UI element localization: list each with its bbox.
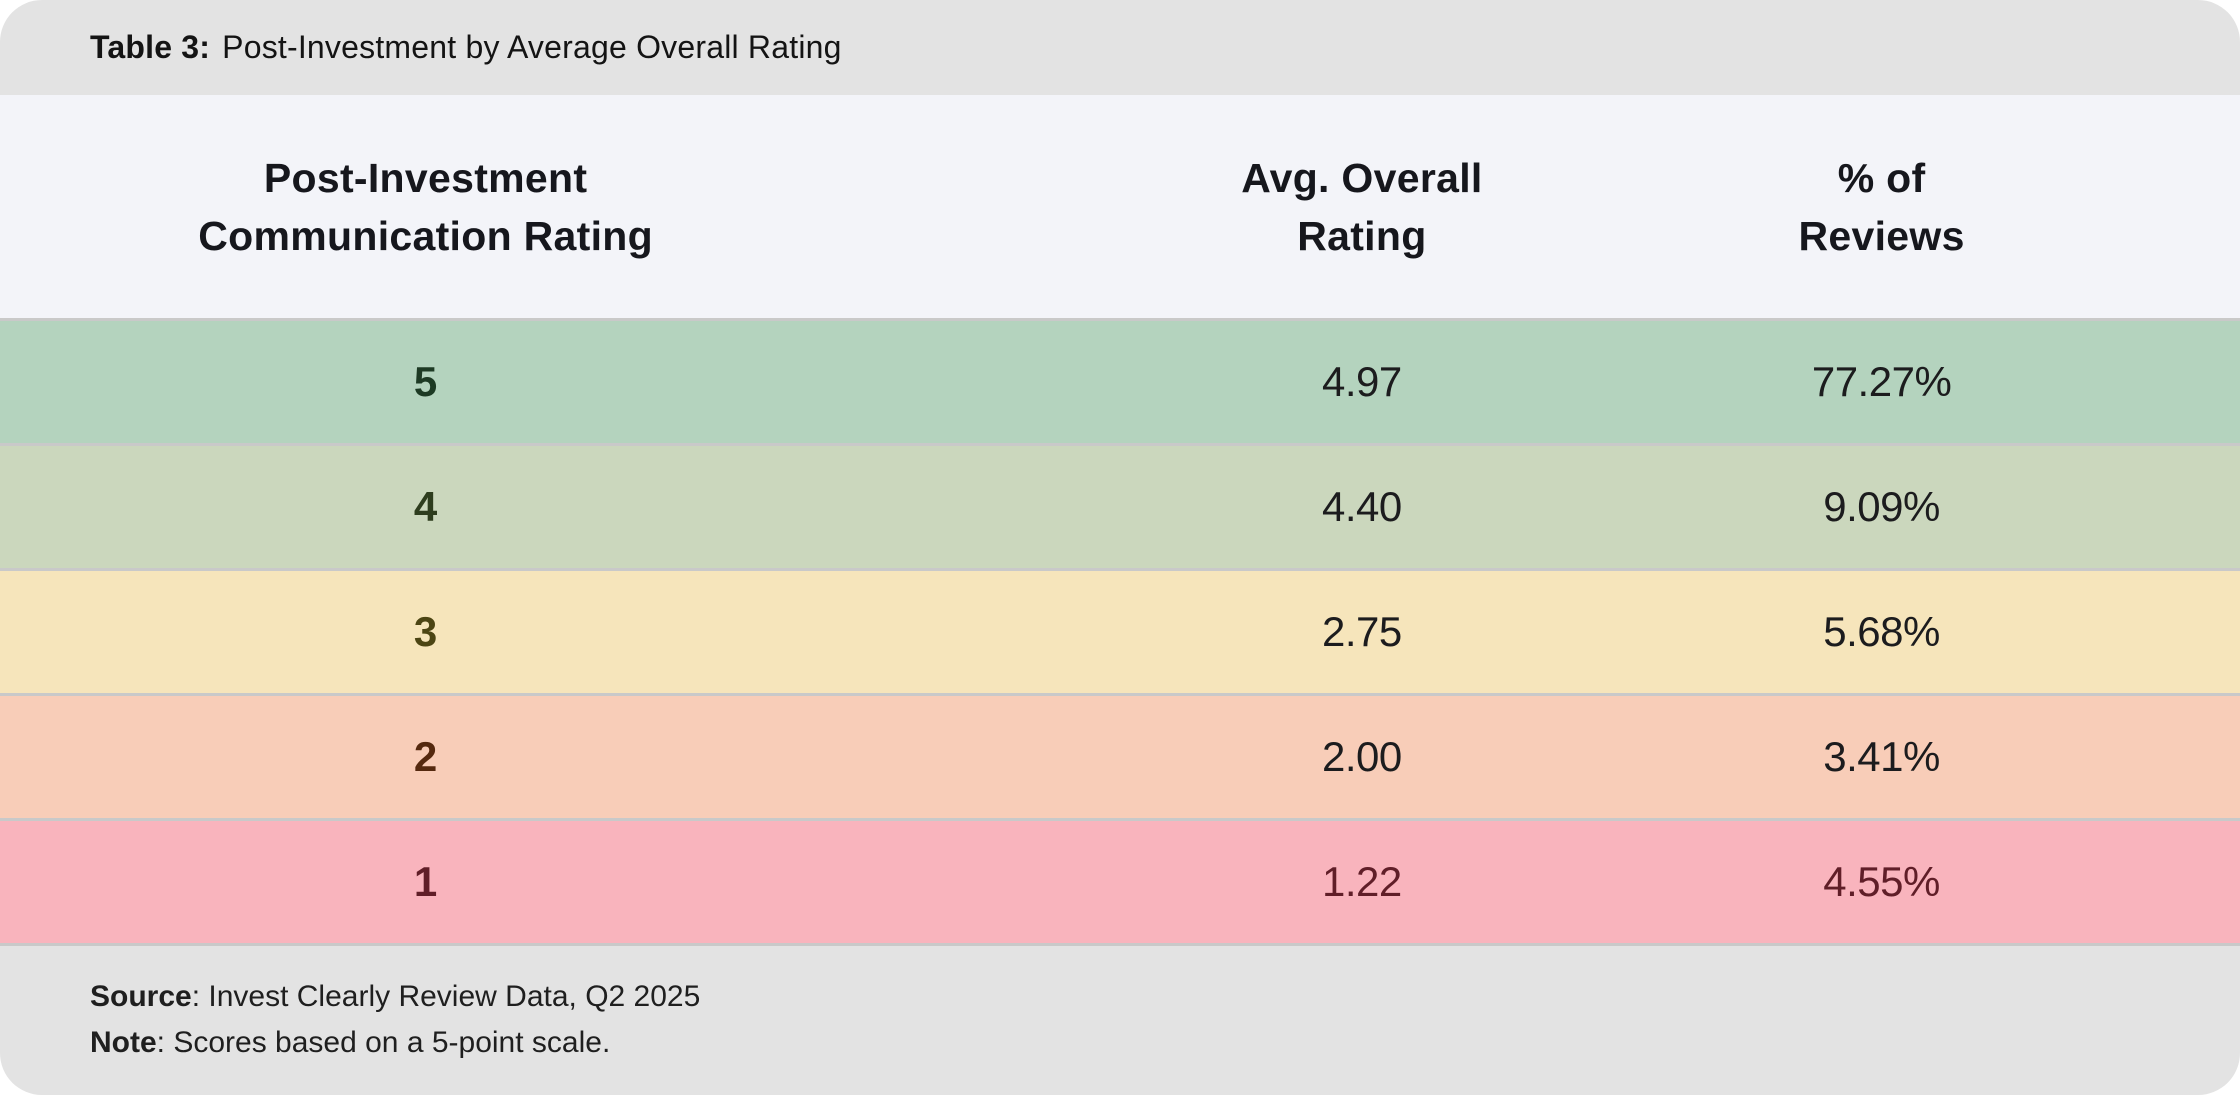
header-avg-overall-rating: Avg. Overall Rating bbox=[1102, 95, 1622, 318]
header-line: Communication Rating bbox=[198, 212, 653, 259]
note-text: : Scores based on a 5-point scale. bbox=[156, 1026, 611, 1059]
avg-overall-rating-cell: 4.97 bbox=[1322, 358, 1402, 405]
header-line: Rating bbox=[1297, 212, 1427, 259]
pct-of-reviews-cell: 77.27% bbox=[1811, 358, 1952, 405]
table-title-label: Table 3: bbox=[90, 29, 211, 65]
pct-of-reviews-cell: 5.68% bbox=[1823, 608, 1940, 655]
rating-cell: 2 bbox=[413, 733, 438, 780]
table-title-bar: Table 3: Post-Investment by Average Over… bbox=[0, 0, 2240, 95]
avg-overall-rating-cell: 2.00 bbox=[1322, 733, 1402, 780]
table-header: Post-Investment Communication Rating Avg… bbox=[0, 95, 2240, 318]
header-line: % of bbox=[1837, 154, 1926, 201]
source-text: : Invest Clearly Review Data, Q2 2025 bbox=[191, 980, 701, 1013]
rating-cell: 4 bbox=[413, 483, 438, 530]
header-line: Post-Investment bbox=[263, 154, 588, 201]
header-communication-rating: Post-Investment Communication Rating bbox=[0, 95, 851, 318]
pct-of-reviews-cell: 4.55% bbox=[1823, 858, 1940, 905]
note-label: Note bbox=[90, 1026, 157, 1059]
rating-cell: 1 bbox=[413, 858, 438, 905]
table-row: 2 2.00 3.41% bbox=[0, 693, 2240, 818]
avg-overall-rating-cell: 1.22 bbox=[1322, 858, 1402, 905]
pct-of-reviews-cell: 9.09% bbox=[1823, 483, 1940, 530]
table-row: 3 2.75 5.68% bbox=[0, 568, 2240, 693]
table-row: 4 4.40 9.09% bbox=[0, 443, 2240, 568]
header-line: Avg. Overall bbox=[1241, 154, 1483, 201]
rating-cell: 5 bbox=[413, 358, 438, 405]
table-row: 1 1.22 4.55% bbox=[0, 818, 2240, 943]
rating-cell: 3 bbox=[413, 608, 438, 655]
note-line: Note: Scores based on a 5-point scale. bbox=[90, 1020, 2150, 1066]
header-pct-of-reviews: % of Reviews bbox=[1622, 95, 2142, 318]
table-title-text: Post-Investment by Average Overall Ratin… bbox=[222, 29, 842, 65]
pct-of-reviews-cell: 3.41% bbox=[1823, 733, 1940, 780]
header-line: Reviews bbox=[1798, 212, 1965, 259]
table-footer: Source: Invest Clearly Review Data, Q2 2… bbox=[0, 943, 2240, 1095]
source-label: Source bbox=[90, 980, 192, 1013]
source-line: Source: Invest Clearly Review Data, Q2 2… bbox=[90, 974, 2150, 1020]
avg-overall-rating-cell: 4.40 bbox=[1322, 483, 1402, 530]
table-row: 5 4.97 77.27% bbox=[0, 318, 2240, 443]
table-body: 5 4.97 77.27% 4 4.40 9.09% 3 2.75 5.68% 2 2.00 3.41… bbox=[0, 318, 2240, 943]
avg-overall-rating-cell: 2.75 bbox=[1322, 608, 1402, 655]
